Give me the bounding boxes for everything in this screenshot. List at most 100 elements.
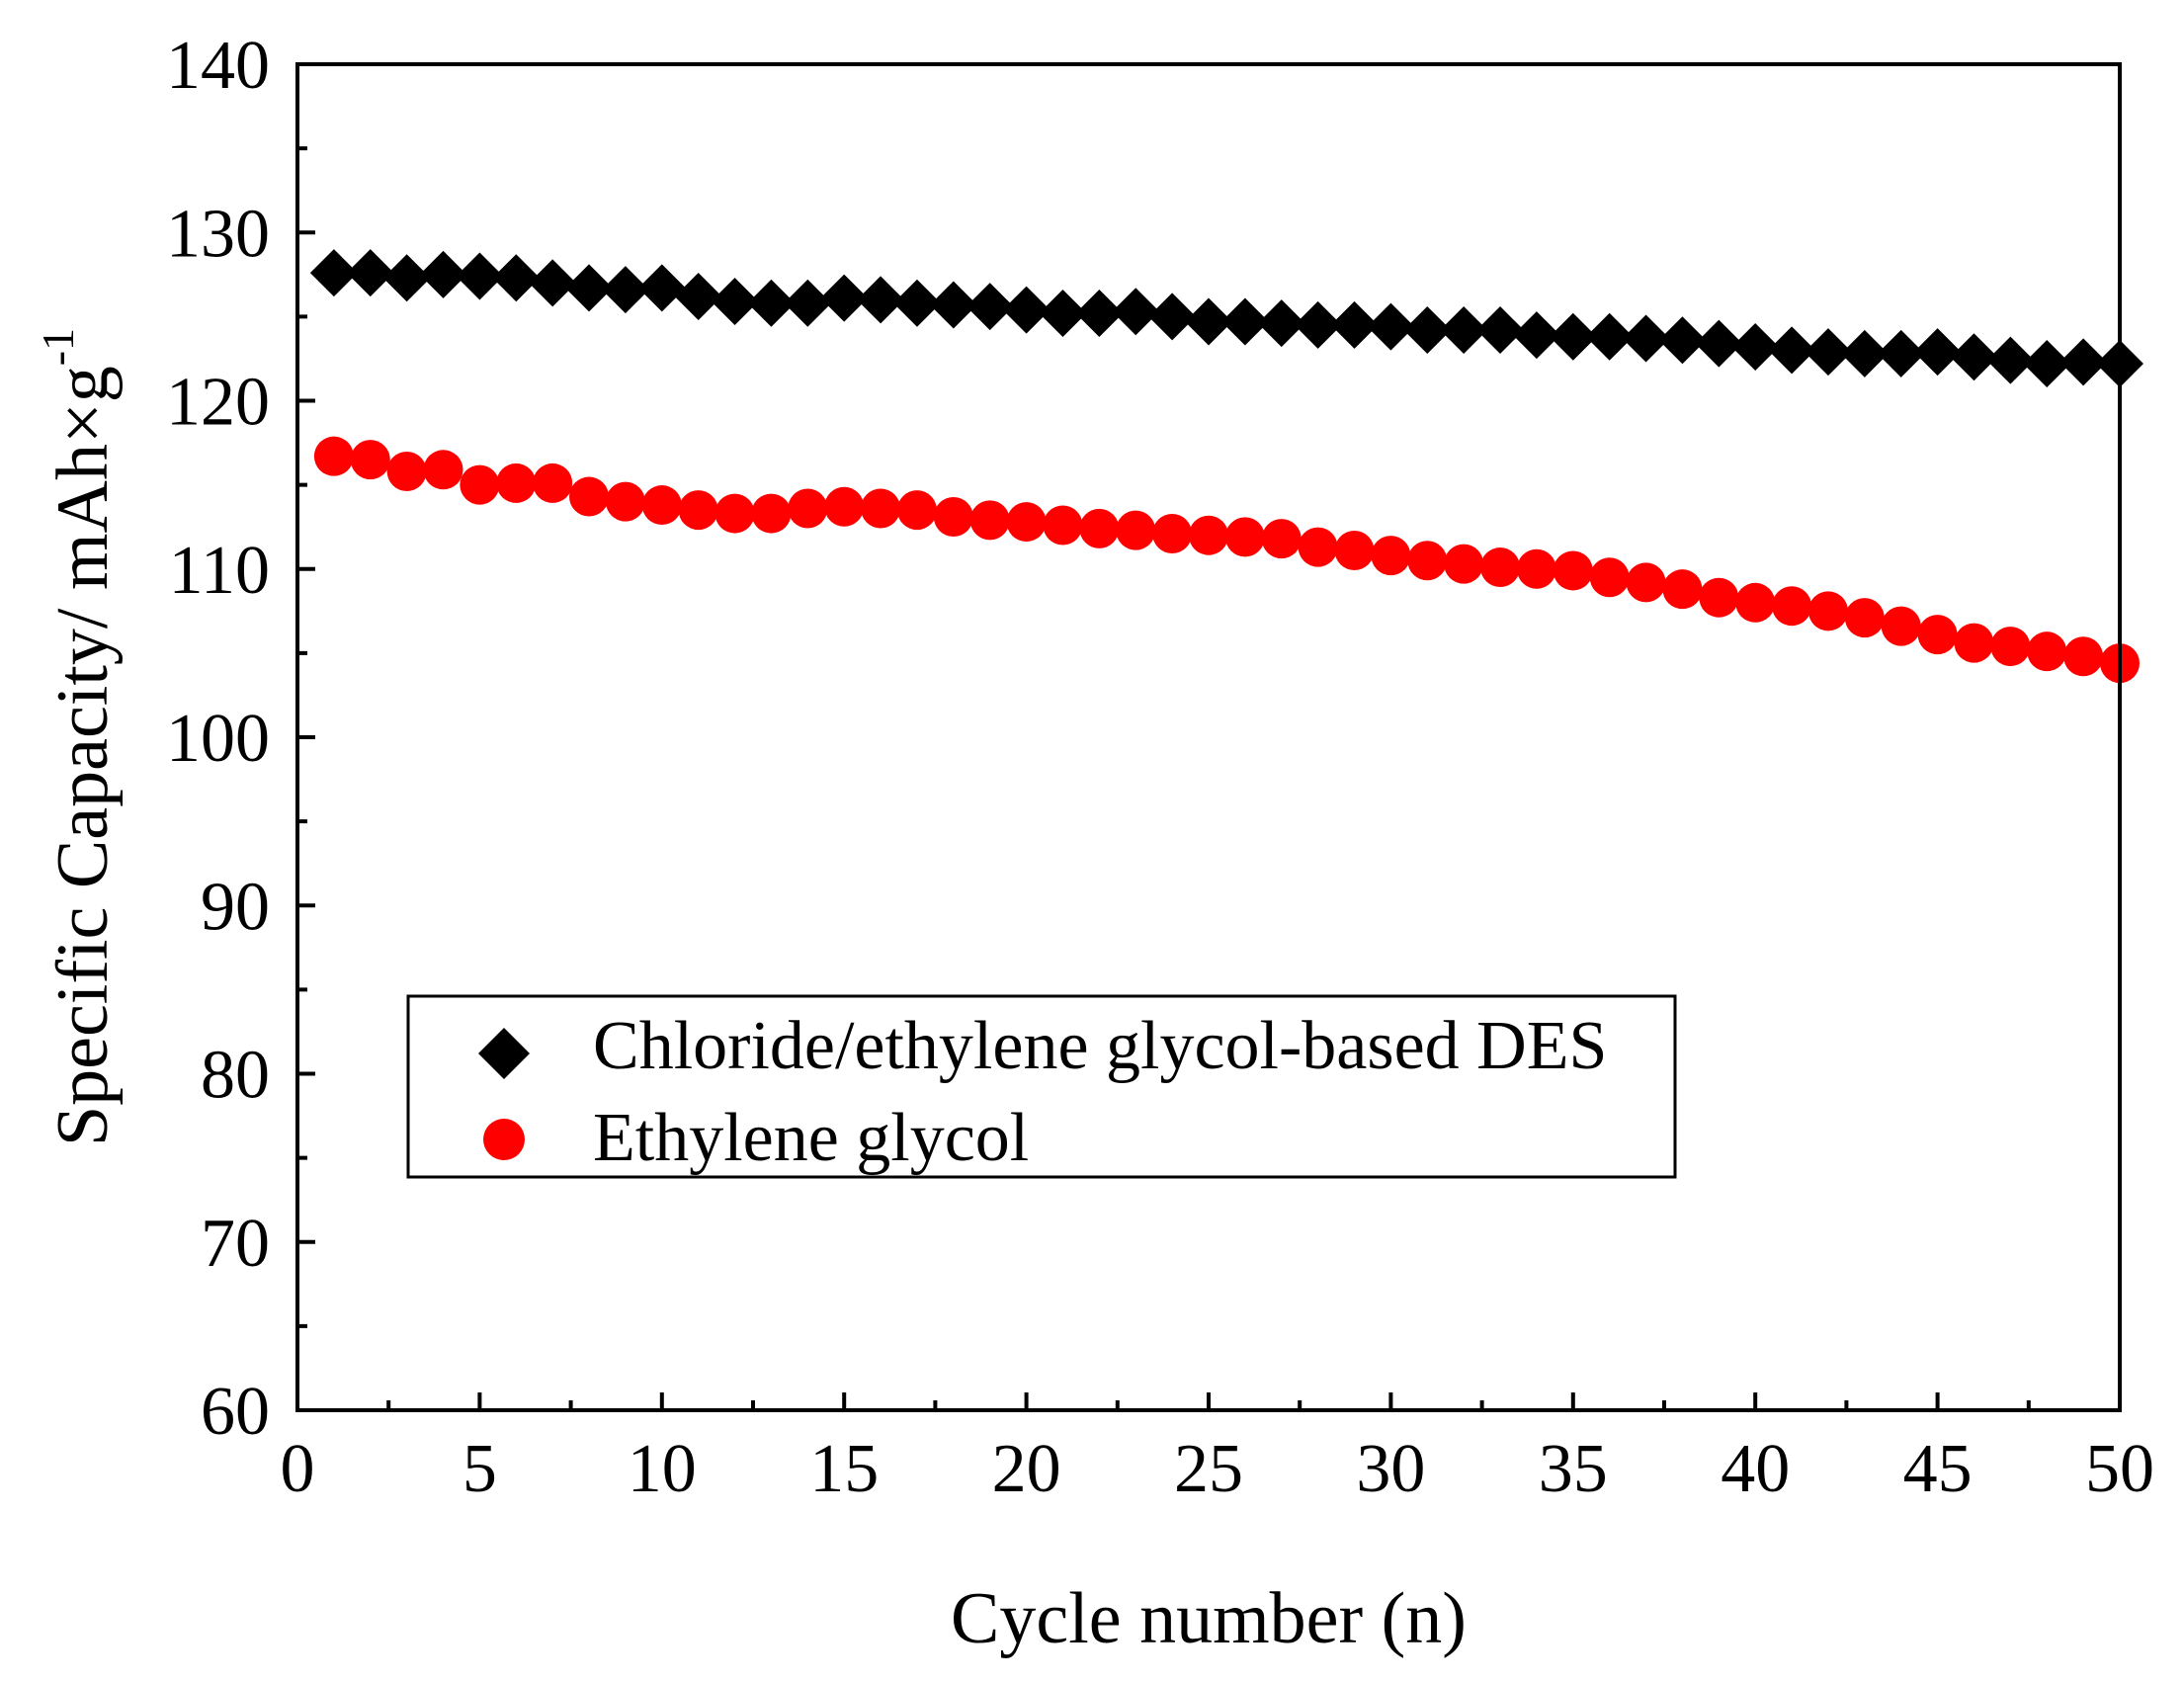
data-point-ethylene-glycol: [1334, 531, 1375, 571]
data-point-ethylene-glycol: [1807, 591, 1848, 631]
y-axis-title-superscript: -1: [33, 328, 83, 366]
legend-marker-eg: [483, 1119, 525, 1160]
data-point-des: [456, 252, 504, 300]
tick-labels: 0 5 10 15 20 25 30 35 40 45 50 60 70 80 90 100 110 120 130…: [166, 28, 2154, 1507]
legend-marker-des: [478, 1028, 530, 1079]
data-point-des: [820, 274, 869, 322]
data-point-ethylene-glycol: [1006, 502, 1047, 543]
plot-frame: [295, 62, 2122, 1412]
data-point-des: [419, 250, 467, 298]
data-point-des: [1658, 316, 1707, 365]
y-tick-label: 130: [166, 196, 270, 272]
data-point-ethylene-glycol: [824, 486, 865, 527]
data-point-ethylene-glycol: [1662, 569, 1703, 610]
data-point-ethylene-glycol: [605, 481, 645, 522]
data-point-des: [2059, 338, 2108, 386]
data-point-des: [1877, 329, 1925, 378]
data-point-des: [1002, 286, 1050, 334]
data-point-des: [529, 259, 577, 307]
legend-box: [406, 994, 1677, 1179]
data-point-ethylene-glycol: [460, 464, 500, 505]
data-point-ethylene-glycol: [2063, 636, 2104, 677]
data-point-des: [1039, 289, 1087, 337]
data-point-des: [382, 254, 431, 302]
data-point-ethylene-glycol: [1043, 505, 1083, 546]
x-tick-label: 30: [1356, 1431, 1425, 1507]
data-point-ethylene-glycol: [1772, 586, 1812, 627]
y-tick-label: 120: [166, 365, 270, 441]
data-point-ethylene-glycol: [861, 488, 901, 529]
data-point-ethylene-glycol: [1261, 519, 1302, 559]
data-point-ethylene-glycol: [1079, 508, 1120, 548]
data-point-des: [1549, 312, 1597, 361]
data-point-ethylene-glycol: [1407, 541, 1448, 581]
data-point-des: [1512, 311, 1560, 360]
x-tick-label: 35: [1539, 1431, 1608, 1507]
x-tick-label: 15: [809, 1431, 879, 1507]
x-tick-label: 25: [1174, 1431, 1243, 1507]
data-point-ethylene-glycol: [423, 450, 463, 490]
data-point-ethylene-glycol: [569, 476, 610, 517]
data-point-des: [565, 264, 614, 312]
data-point-ethylene-glycol: [1480, 547, 1521, 588]
data-points: [309, 249, 2143, 684]
data-point-ethylene-glycol: [641, 485, 682, 526]
data-point-des: [1840, 329, 1889, 378]
x-tick-label: 40: [1721, 1431, 1790, 1507]
data-point-des: [1622, 314, 1670, 363]
y-tick-label: 140: [166, 28, 270, 104]
data-point-ethylene-glycol: [533, 463, 573, 503]
data-point-ethylene-glycol: [1917, 615, 1958, 655]
data-point-des: [1986, 336, 2035, 384]
data-point-ethylene-glycol: [1116, 510, 1156, 550]
x-tick-label: 45: [1903, 1431, 1973, 1507]
data-point-des: [857, 276, 905, 324]
data-point-ethylene-glycol: [751, 493, 792, 534]
data-point-des: [929, 281, 977, 329]
data-point-ethylene-glycol: [313, 436, 354, 476]
data-point-des: [1768, 326, 1816, 375]
data-point-des: [1330, 300, 1379, 349]
data-point-des: [784, 279, 832, 327]
y-tick-label: 80: [201, 1038, 270, 1114]
data-point-ethylene-glycol: [1224, 517, 1265, 557]
y-tick-label: 90: [201, 869, 270, 945]
y-tick-label: 70: [201, 1206, 270, 1282]
data-point-des: [1220, 297, 1269, 346]
data-point-ethylene-glycol: [386, 452, 427, 492]
data-point-des: [637, 264, 686, 312]
legend-label-eg: Ethylene glycol: [593, 1100, 1029, 1176]
data-point-ethylene-glycol: [350, 440, 390, 480]
data-point-ethylene-glycol: [496, 463, 537, 503]
series-ethylene-glycol: [313, 436, 2140, 684]
data-point-des: [346, 249, 394, 297]
x-tick-label: 5: [462, 1431, 497, 1507]
data-point-des: [1185, 297, 1232, 346]
data-point-des: [2023, 340, 2071, 388]
data-point-des: [966, 283, 1014, 331]
data-point-ethylene-glycol: [1881, 606, 1921, 646]
data-point-des: [674, 272, 722, 320]
x-tick-label: 0: [281, 1431, 315, 1507]
data-point-ethylene-glycol: [1699, 577, 1739, 618]
data-point-ethylene-glycol: [678, 490, 718, 531]
svg-text:Specific Capacity/ mAh×g-1: Specific Capacity/ mAh×g-1: [33, 328, 124, 1146]
data-point-ethylene-glycol: [1735, 582, 1776, 623]
x-tick-label: 20: [992, 1431, 1061, 1507]
y-axis-title-main: Specific Capacity/ mAh×g: [42, 366, 124, 1146]
data-point-des: [1476, 305, 1525, 354]
legend-label-des: Chloride/ethylene glycol-based DES: [593, 1008, 1607, 1084]
data-point-ethylene-glycol: [1371, 536, 1411, 576]
data-point-ethylene-glycol: [1152, 513, 1193, 553]
data-point-ethylene-glycol: [788, 488, 828, 529]
series-des: [309, 249, 2143, 388]
data-point-ethylene-glycol: [1444, 544, 1484, 584]
x-tick-label: 50: [2085, 1431, 2154, 1507]
data-point-ethylene-glycol: [1553, 550, 1593, 591]
data-point-ethylene-glycol: [1626, 562, 1666, 603]
data-point-des: [1695, 319, 1743, 368]
y-tick-label: 60: [201, 1374, 270, 1450]
data-point-des: [1294, 300, 1342, 349]
data-point-ethylene-glycol: [1589, 557, 1630, 598]
